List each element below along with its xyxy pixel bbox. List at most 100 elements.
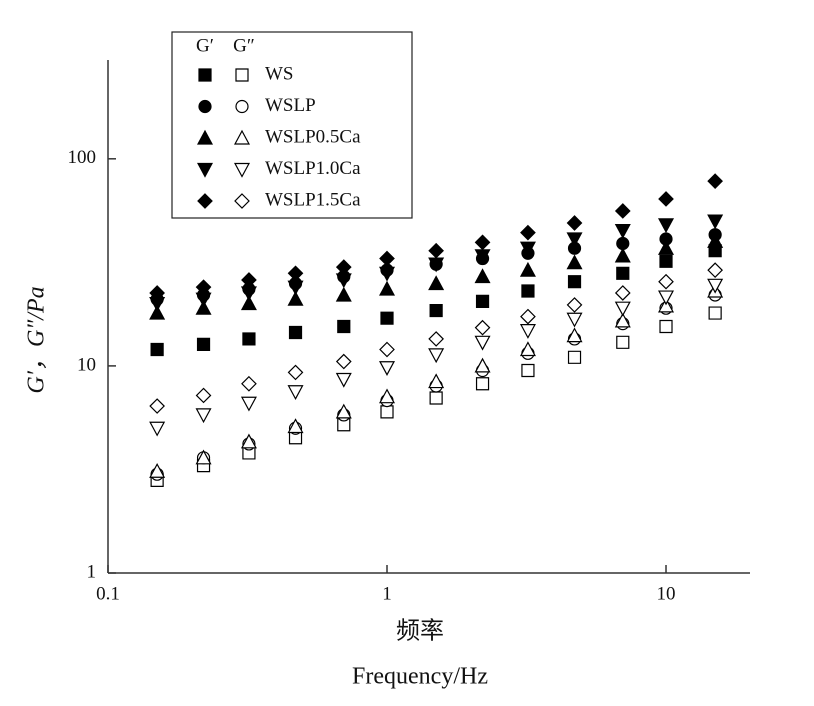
marker — [195, 299, 212, 315]
legend-label: WSLP1.5Ca — [265, 189, 361, 210]
marker — [658, 297, 675, 313]
marker — [658, 290, 675, 306]
marker — [380, 311, 394, 325]
marker — [242, 332, 256, 346]
marker — [475, 294, 490, 308]
marker — [149, 462, 166, 478]
marker — [659, 254, 673, 268]
marker — [195, 387, 212, 404]
marker — [428, 331, 444, 347]
legend-marker — [233, 129, 251, 145]
marker — [195, 279, 212, 296]
marker — [707, 214, 724, 230]
marker — [566, 297, 583, 313]
legend-marker — [196, 162, 214, 178]
marker — [614, 312, 631, 328]
marker — [428, 348, 445, 364]
marker — [429, 391, 443, 405]
marker — [241, 272, 257, 288]
marker — [287, 418, 304, 434]
y-tick-label: 10 — [77, 354, 96, 375]
marker — [708, 306, 722, 320]
x-tick-label: 0.1 — [96, 583, 120, 604]
marker — [287, 265, 304, 282]
legend-label: WSLP1.0Ca — [265, 158, 361, 179]
marker — [519, 261, 536, 277]
legend-label: WSLP — [265, 95, 316, 116]
marker — [474, 319, 491, 336]
marker — [149, 304, 166, 320]
marker — [287, 385, 304, 401]
marker — [658, 218, 675, 234]
marker — [707, 232, 724, 248]
marker — [240, 433, 257, 449]
marker — [149, 398, 165, 414]
legend-header: G″ — [233, 35, 255, 56]
y-tick-label: 1 — [87, 561, 97, 582]
marker — [379, 280, 396, 296]
y-axis-title: G′，G″/Pa — [24, 286, 50, 393]
marker — [616, 335, 630, 349]
marker — [614, 301, 631, 317]
marker — [659, 319, 673, 334]
legend-label: WS — [265, 63, 294, 84]
marker — [707, 262, 723, 278]
marker — [519, 341, 536, 357]
x-axis-title: Frequency/Hz — [352, 664, 488, 690]
legend-marker — [235, 68, 249, 82]
marker — [195, 292, 212, 308]
x-tick-label: 10 — [657, 583, 676, 604]
marker — [474, 335, 491, 351]
marker — [379, 388, 396, 404]
legend-box — [171, 31, 413, 219]
marker — [521, 363, 535, 378]
marker — [475, 377, 490, 391]
marker — [474, 357, 491, 373]
marker — [379, 266, 396, 282]
marker — [335, 353, 352, 370]
legend-marker — [198, 99, 212, 114]
marker — [195, 408, 212, 424]
marker — [658, 239, 675, 255]
marker — [519, 241, 536, 257]
marker — [428, 373, 445, 389]
marker — [658, 191, 674, 207]
marker — [520, 224, 536, 241]
legend-header: G′ — [196, 35, 214, 56]
marker — [241, 375, 257, 392]
marker — [287, 364, 304, 381]
marker — [288, 325, 303, 340]
legend-label: WSLP0.5Ca — [265, 126, 361, 147]
marker — [150, 342, 164, 357]
legend-marker — [196, 129, 214, 145]
marker — [707, 173, 723, 190]
marker — [566, 232, 583, 248]
legend-marker — [234, 193, 250, 209]
marker — [149, 285, 165, 301]
x-tick-label: 1 — [382, 583, 392, 604]
marker — [566, 312, 583, 328]
marker — [614, 203, 631, 219]
marker — [149, 421, 166, 437]
marker — [519, 324, 536, 339]
marker — [428, 275, 445, 291]
marker — [380, 405, 394, 419]
marker — [287, 290, 304, 306]
marker — [196, 337, 211, 352]
marker — [614, 285, 631, 301]
marker — [521, 284, 535, 298]
marker — [567, 275, 582, 289]
legend-marker — [235, 99, 249, 114]
marker — [240, 295, 257, 311]
marker — [195, 449, 212, 465]
marker — [566, 327, 583, 343]
marker — [335, 259, 352, 275]
marker — [474, 234, 491, 251]
marker — [707, 278, 724, 294]
marker — [474, 268, 491, 284]
marker — [337, 319, 351, 334]
x-axis-title-cn: 频率 — [396, 618, 444, 645]
marker — [335, 403, 352, 419]
